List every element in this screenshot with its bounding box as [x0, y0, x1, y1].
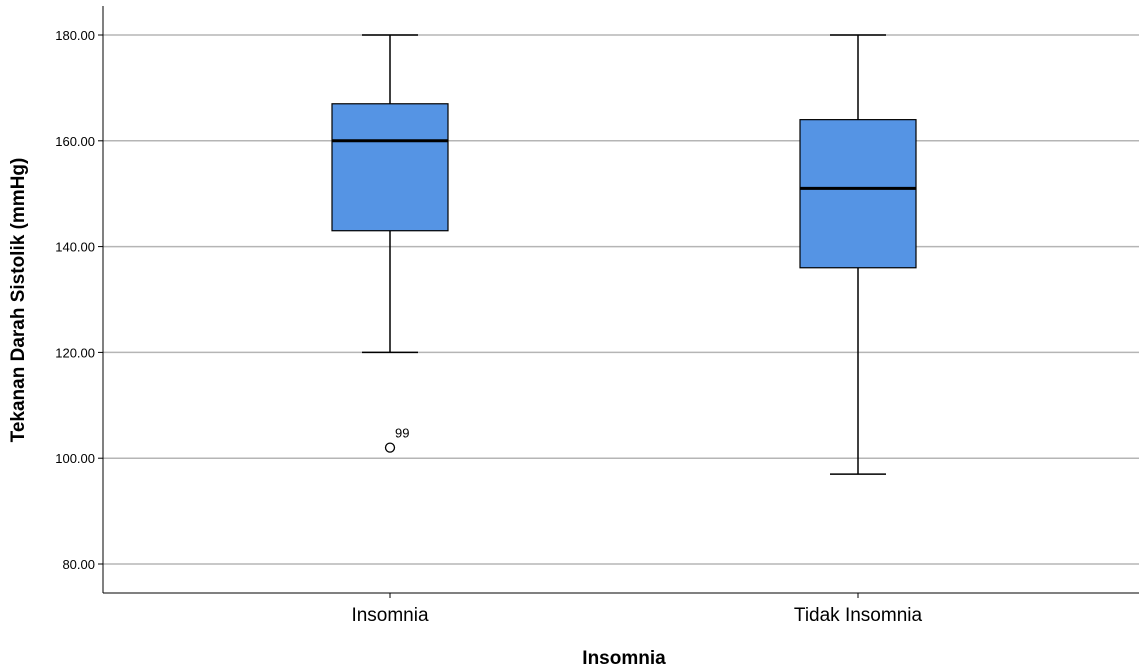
y-tick-label: 160.00	[55, 134, 95, 149]
y-tick-label: 100.00	[55, 451, 95, 466]
axes: 80.00 100.00 120.00 140.00 160.00 180.00 Insom…	[55, 6, 1139, 626]
x-tick-label: Insomnia	[351, 605, 429, 626]
box-iqr	[331, 103, 449, 232]
x-axis-title: Insomnia	[582, 648, 666, 669]
box-group: 99	[331, 34, 449, 453]
gridlines	[103, 34, 1139, 565]
y-tick-label: 80.00	[62, 557, 95, 572]
boxes: 99	[331, 34, 917, 475]
box-group	[799, 34, 917, 475]
x-tick-label: Tidak Insomnia	[794, 605, 923, 626]
y-axis-title: Tekanan Darah Sistolik (mmHg)	[8, 158, 29, 443]
outlier-label: 99	[395, 426, 409, 441]
box-iqr	[799, 119, 917, 269]
outlier-point	[384, 442, 396, 453]
y-tick-label: 140.00	[55, 240, 95, 255]
y-tick-label: 180.00	[55, 28, 95, 43]
y-tick-label: 120.00	[55, 345, 95, 360]
